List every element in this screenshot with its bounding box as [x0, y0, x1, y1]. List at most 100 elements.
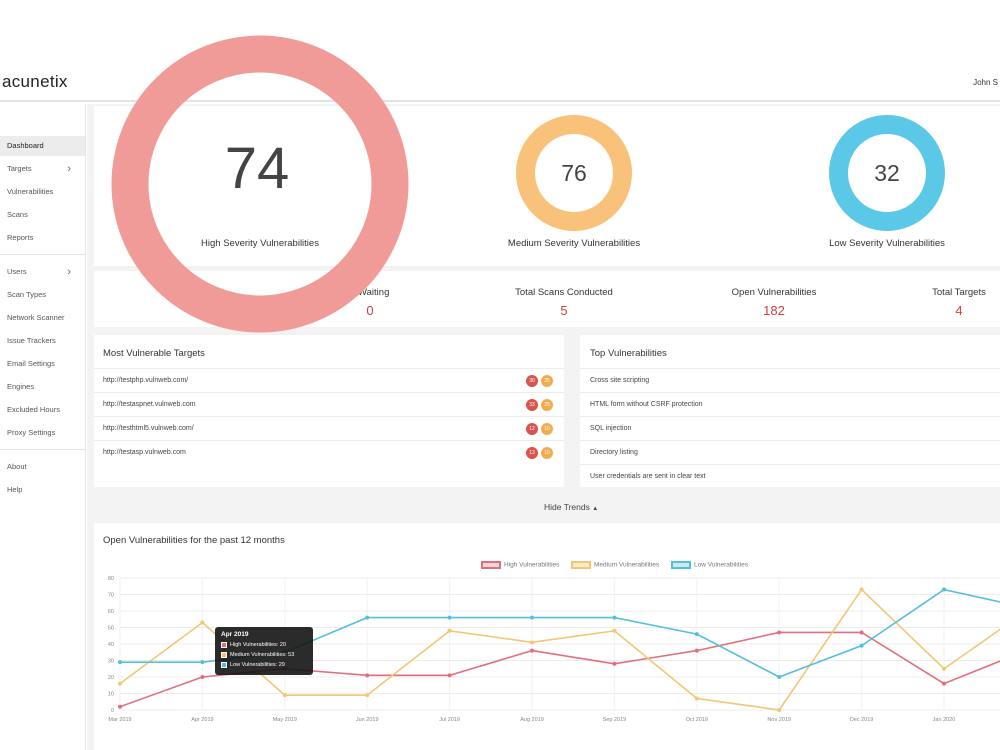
user-menu[interactable]: John S: [973, 78, 998, 87]
x-tick-label: Aug 2019: [520, 717, 544, 723]
sidebar-item-excluded-hours[interactable]: Excluded Hours: [0, 400, 85, 420]
list-item[interactable]: User credentials are sent in clear text: [580, 464, 1000, 488]
data-point: [530, 648, 534, 653]
data-point: [942, 681, 946, 686]
sidebar-item-targets[interactable]: Targets ›: [0, 159, 85, 179]
tooltip-swatch: [221, 641, 227, 648]
sidebar-item-about[interactable]: About: [0, 457, 85, 477]
top-vulnerabilities-card: [580, 335, 1000, 487]
list-item[interactable]: HTML form without CSRF protection: [580, 392, 1000, 416]
data-point: [859, 587, 864, 592]
low-severity-count: 32: [874, 160, 900, 186]
stat-total-scans[interactable]: Total Scans Conducted 5: [494, 287, 634, 318]
x-tick-label: Nov 2019: [767, 717, 791, 723]
sidebar-item-label: Email Settings: [7, 359, 55, 368]
low-donut-ring: [829, 115, 945, 231]
list-item[interactable]: Directory listing: [580, 440, 1000, 464]
data-point: [694, 696, 699, 701]
sidebar-item-label: Proxy Settings: [7, 428, 56, 437]
data-point: [365, 693, 370, 698]
low-severity-donut[interactable]: 32: [829, 115, 945, 231]
stat-open-vulnerabilities[interactable]: Open Vulnerabilities 182: [709, 287, 839, 318]
legend-swatch: [571, 561, 591, 569]
legend-medium[interactable]: Medium Vulnerabilities: [571, 561, 659, 569]
app-logo[interactable]: acunetix: [2, 72, 68, 91]
data-point: [200, 660, 205, 665]
list-item[interactable]: Cross site scripting: [580, 368, 1000, 392]
sidebar-item-scan-types[interactable]: Scan Types: [0, 285, 85, 305]
medium-count-badge: 35: [541, 375, 553, 387]
toggle-label: Hide Trends: [544, 502, 590, 512]
medium-severity-donut[interactable]: 76: [516, 115, 632, 231]
sidebar-item-proxy-settings[interactable]: Proxy Settings: [0, 423, 85, 443]
y-tick-label: 20: [108, 675, 114, 681]
tooltip-title: Apr 2019: [221, 631, 249, 638]
list-item[interactable]: SQL injection: [580, 416, 1000, 440]
list-item[interactable]: http://testhtml5.vulnweb.com/ 12 10: [94, 416, 564, 440]
target-url[interactable]: http://testasp.vulnweb.com: [103, 449, 186, 456]
hide-trends-toggle[interactable]: Hide Trends ▲: [544, 502, 598, 512]
data-point: [942, 666, 946, 671]
sidebar-item-label: About: [7, 462, 27, 471]
sidebar-item-users[interactable]: Users ›: [0, 262, 85, 282]
stat-label: Open Vulnerabilities: [731, 287, 817, 298]
legend-label: Low Vulnerabilities: [694, 561, 748, 569]
card-title: Top Vulnerabilities: [590, 348, 667, 359]
data-point: [612, 615, 617, 620]
data-point: [200, 620, 205, 625]
list-item[interactable]: http://testphp.vulnweb.com/ 30 35: [94, 368, 564, 392]
stat-scans-waiting[interactable]: s Waiting 0: [330, 287, 410, 318]
y-tick-label: 30: [108, 659, 114, 665]
x-tick-label: Mar 2019: [108, 717, 131, 723]
stat-label: Total Scans Conducted: [515, 287, 613, 298]
sidebar-item-email-settings[interactable]: Email Settings: [0, 354, 85, 374]
sidebar-item-reports[interactable]: Reports: [0, 228, 85, 248]
sidebar-item-label: Network Scanner: [7, 313, 65, 322]
y-tick-label: 60: [108, 609, 114, 615]
data-point: [447, 615, 452, 620]
medium-count-badge: 10: [541, 447, 553, 459]
sidebar: Dashboard Targets › Vulnerabilities Scans…: [0, 104, 86, 750]
legend-swatch: [671, 561, 691, 569]
tooltip-swatch: [221, 661, 227, 668]
stat-total-targets[interactable]: Total Targets 4: [914, 287, 1000, 318]
x-tick-label: Dec 2019: [850, 717, 874, 723]
sidebar-item-vulnerabilities[interactable]: Vulnerabilities: [0, 182, 85, 202]
legend-low[interactable]: Low Vulnerabilities: [671, 561, 748, 569]
series-line-2: [119, 588, 1000, 711]
stat-label: Total Targets: [932, 287, 986, 298]
sidebar-item-network-scanner[interactable]: Network Scanner: [0, 308, 85, 328]
chevron-right-icon: ›: [67, 163, 71, 175]
target-url[interactable]: http://testhtml5.vulnweb.com/: [103, 425, 194, 432]
sidebar-divider: [0, 449, 85, 450]
x-tick-label: Jul 2019: [439, 717, 460, 723]
low-severity-label: Low Severity Vulnerabilities: [829, 238, 945, 249]
target-url[interactable]: http://testphp.vulnweb.com/: [103, 377, 189, 384]
legend-high[interactable]: High Vulnerabilities: [481, 561, 559, 569]
sidebar-item-engines[interactable]: Engines: [0, 377, 85, 397]
sidebar-item-issue-trackers[interactable]: Issue Trackers: [0, 331, 85, 351]
sidebar-divider: [0, 254, 85, 255]
data-point: [447, 673, 452, 678]
sidebar-item-label: Excluded Hours: [7, 405, 60, 414]
sidebar-item-label: Engines: [7, 382, 35, 391]
sidebar-item-label: Scan Types: [7, 290, 47, 299]
target-url[interactable]: http://testaspnet.vulnweb.com: [103, 401, 196, 408]
x-tick-label: Sep 2019: [603, 717, 627, 723]
sidebar-item-scans[interactable]: Scans: [0, 205, 85, 225]
stat-value: 4: [955, 303, 963, 318]
list-item[interactable]: http://testaspnet.vulnweb.com 33 25: [94, 392, 564, 416]
list-item[interactable]: http://testasp.vulnweb.com 13 10: [94, 440, 564, 464]
data-point: [447, 628, 452, 633]
y-tick-label: 80: [108, 576, 114, 582]
sidebar-item-help[interactable]: Help: [0, 480, 85, 500]
card-title: Most Vulnerable Targets: [103, 348, 205, 359]
stat-value: 182: [763, 303, 785, 318]
high-severity-donut[interactable]: 74: [110, 34, 410, 334]
medium-count-badge: 10: [541, 423, 553, 435]
data-point: [200, 675, 205, 679]
sidebar-item-dashboard[interactable]: Dashboard: [0, 136, 85, 156]
high-count-badge: 13: [526, 447, 538, 459]
data-point: [694, 632, 699, 637]
y-tick-label: 40: [108, 642, 114, 648]
